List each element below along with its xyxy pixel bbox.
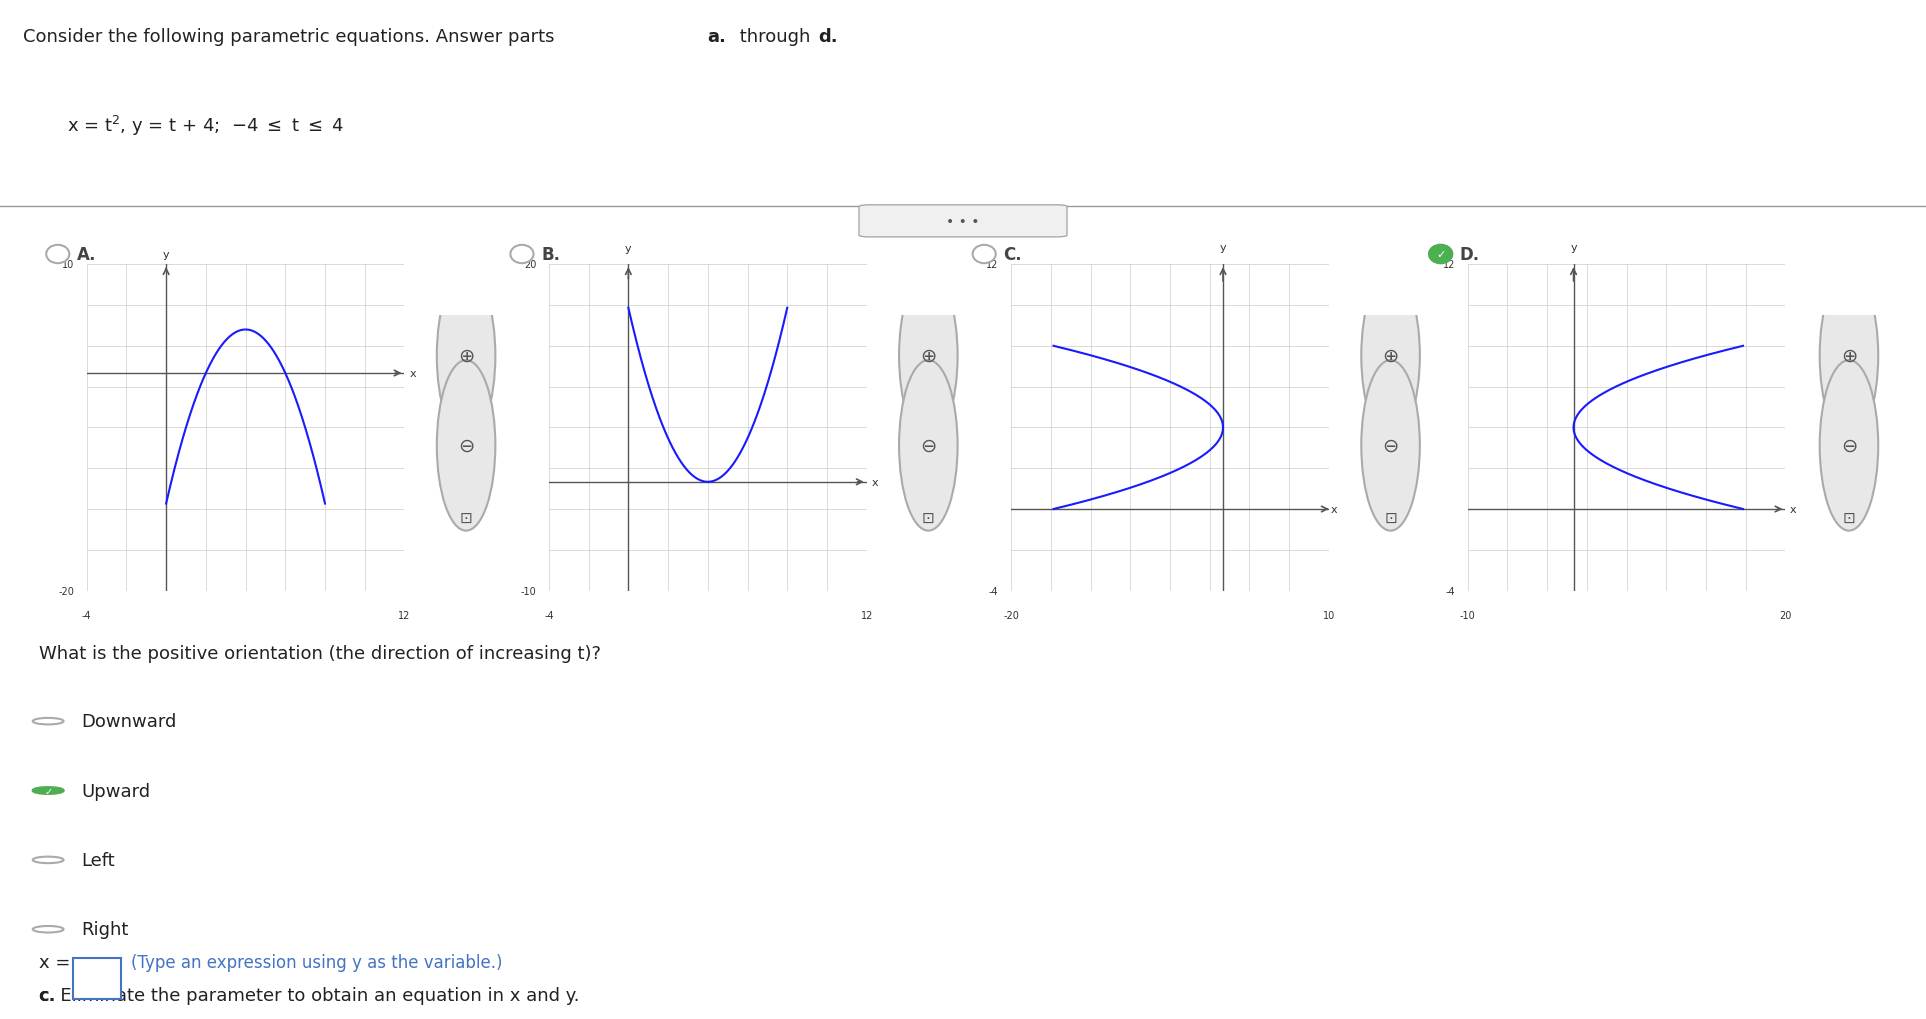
Circle shape <box>1820 361 1878 531</box>
Text: c.: c. <box>39 986 56 1005</box>
Text: c. Eliminate the parameter to obtain an equation in x and y.: c. Eliminate the parameter to obtain an … <box>39 986 580 1005</box>
Text: a.: a. <box>707 28 726 46</box>
Text: • • •: • • • <box>946 215 980 228</box>
Text: y: y <box>626 245 632 254</box>
Text: ⊡: ⊡ <box>460 511 472 525</box>
Text: ⊖: ⊖ <box>921 436 936 455</box>
Text: 12: 12 <box>986 260 998 270</box>
Text: x: x <box>408 369 416 379</box>
Text: x: x <box>1331 504 1339 515</box>
Text: 10: 10 <box>62 260 73 270</box>
Text: ⊡: ⊡ <box>1843 511 1855 525</box>
Text: y: y <box>1219 243 1227 253</box>
Text: through: through <box>734 28 817 46</box>
Text: -4: -4 <box>545 610 553 621</box>
Text: ⊖: ⊖ <box>1383 436 1398 455</box>
Text: ⊖: ⊖ <box>458 436 474 455</box>
Text: Consider the following parametric equations. Answer parts: Consider the following parametric equati… <box>23 28 560 46</box>
Circle shape <box>973 246 996 264</box>
Text: ⊡: ⊡ <box>1385 511 1396 525</box>
Circle shape <box>899 361 957 531</box>
Circle shape <box>46 246 69 264</box>
Text: -10: -10 <box>1460 610 1475 621</box>
Text: 20: 20 <box>524 260 535 270</box>
Circle shape <box>1429 246 1452 264</box>
FancyBboxPatch shape <box>859 206 1067 237</box>
Text: -4: -4 <box>988 586 998 596</box>
Text: Right: Right <box>81 920 129 938</box>
Text: -10: -10 <box>520 586 535 596</box>
Text: D.: D. <box>1460 246 1479 264</box>
Text: -20: -20 <box>1003 610 1019 621</box>
Text: 20: 20 <box>1780 610 1791 621</box>
Text: A.: A. <box>77 246 96 264</box>
Circle shape <box>899 271 957 441</box>
Text: What is the positive orientation (the direction of increasing t)?: What is the positive orientation (the di… <box>39 644 601 662</box>
Text: ⊖: ⊖ <box>1841 436 1857 455</box>
Text: 12: 12 <box>861 610 872 621</box>
Text: y: y <box>1570 243 1577 253</box>
Text: 12: 12 <box>1443 260 1454 270</box>
Text: y: y <box>164 250 169 260</box>
Circle shape <box>33 788 64 794</box>
Circle shape <box>437 271 495 441</box>
Text: ✓: ✓ <box>44 786 52 796</box>
Text: x = t$^2$, y = t + 4;  $-$4 $\leq$ t $\leq$ 4: x = t$^2$, y = t + 4; $-$4 $\leq$ t $\le… <box>67 114 345 138</box>
Text: Downward: Downward <box>81 712 177 731</box>
Text: B.: B. <box>541 246 560 264</box>
Text: Upward: Upward <box>81 782 150 800</box>
Text: x =: x = <box>39 953 75 971</box>
Text: ⊕: ⊕ <box>1841 346 1857 366</box>
Circle shape <box>1362 271 1419 441</box>
Text: C.: C. <box>1003 246 1023 264</box>
Text: Left: Left <box>81 851 114 869</box>
Text: 12: 12 <box>399 610 410 621</box>
Text: ⊕: ⊕ <box>1383 346 1398 366</box>
Circle shape <box>33 718 64 725</box>
Circle shape <box>1429 246 1452 264</box>
Circle shape <box>1362 361 1419 531</box>
Circle shape <box>33 857 64 863</box>
Text: -20: -20 <box>58 586 73 596</box>
Text: ⊕: ⊕ <box>921 346 936 366</box>
Text: -4: -4 <box>1444 586 1454 596</box>
Text: d.: d. <box>819 28 838 46</box>
Circle shape <box>1820 271 1878 441</box>
FancyBboxPatch shape <box>73 958 121 999</box>
Circle shape <box>33 788 64 794</box>
Text: -4: -4 <box>83 610 91 621</box>
Text: x: x <box>871 477 878 487</box>
Circle shape <box>437 361 495 531</box>
Text: ✓: ✓ <box>1437 250 1444 260</box>
Circle shape <box>33 926 64 932</box>
Text: (Type an expression using y as the variable.): (Type an expression using y as the varia… <box>131 953 503 971</box>
Text: 10: 10 <box>1323 610 1335 621</box>
Circle shape <box>510 246 534 264</box>
Text: x: x <box>1789 504 1797 515</box>
Text: ⊡: ⊡ <box>923 511 934 525</box>
Text: ⊕: ⊕ <box>458 346 474 366</box>
